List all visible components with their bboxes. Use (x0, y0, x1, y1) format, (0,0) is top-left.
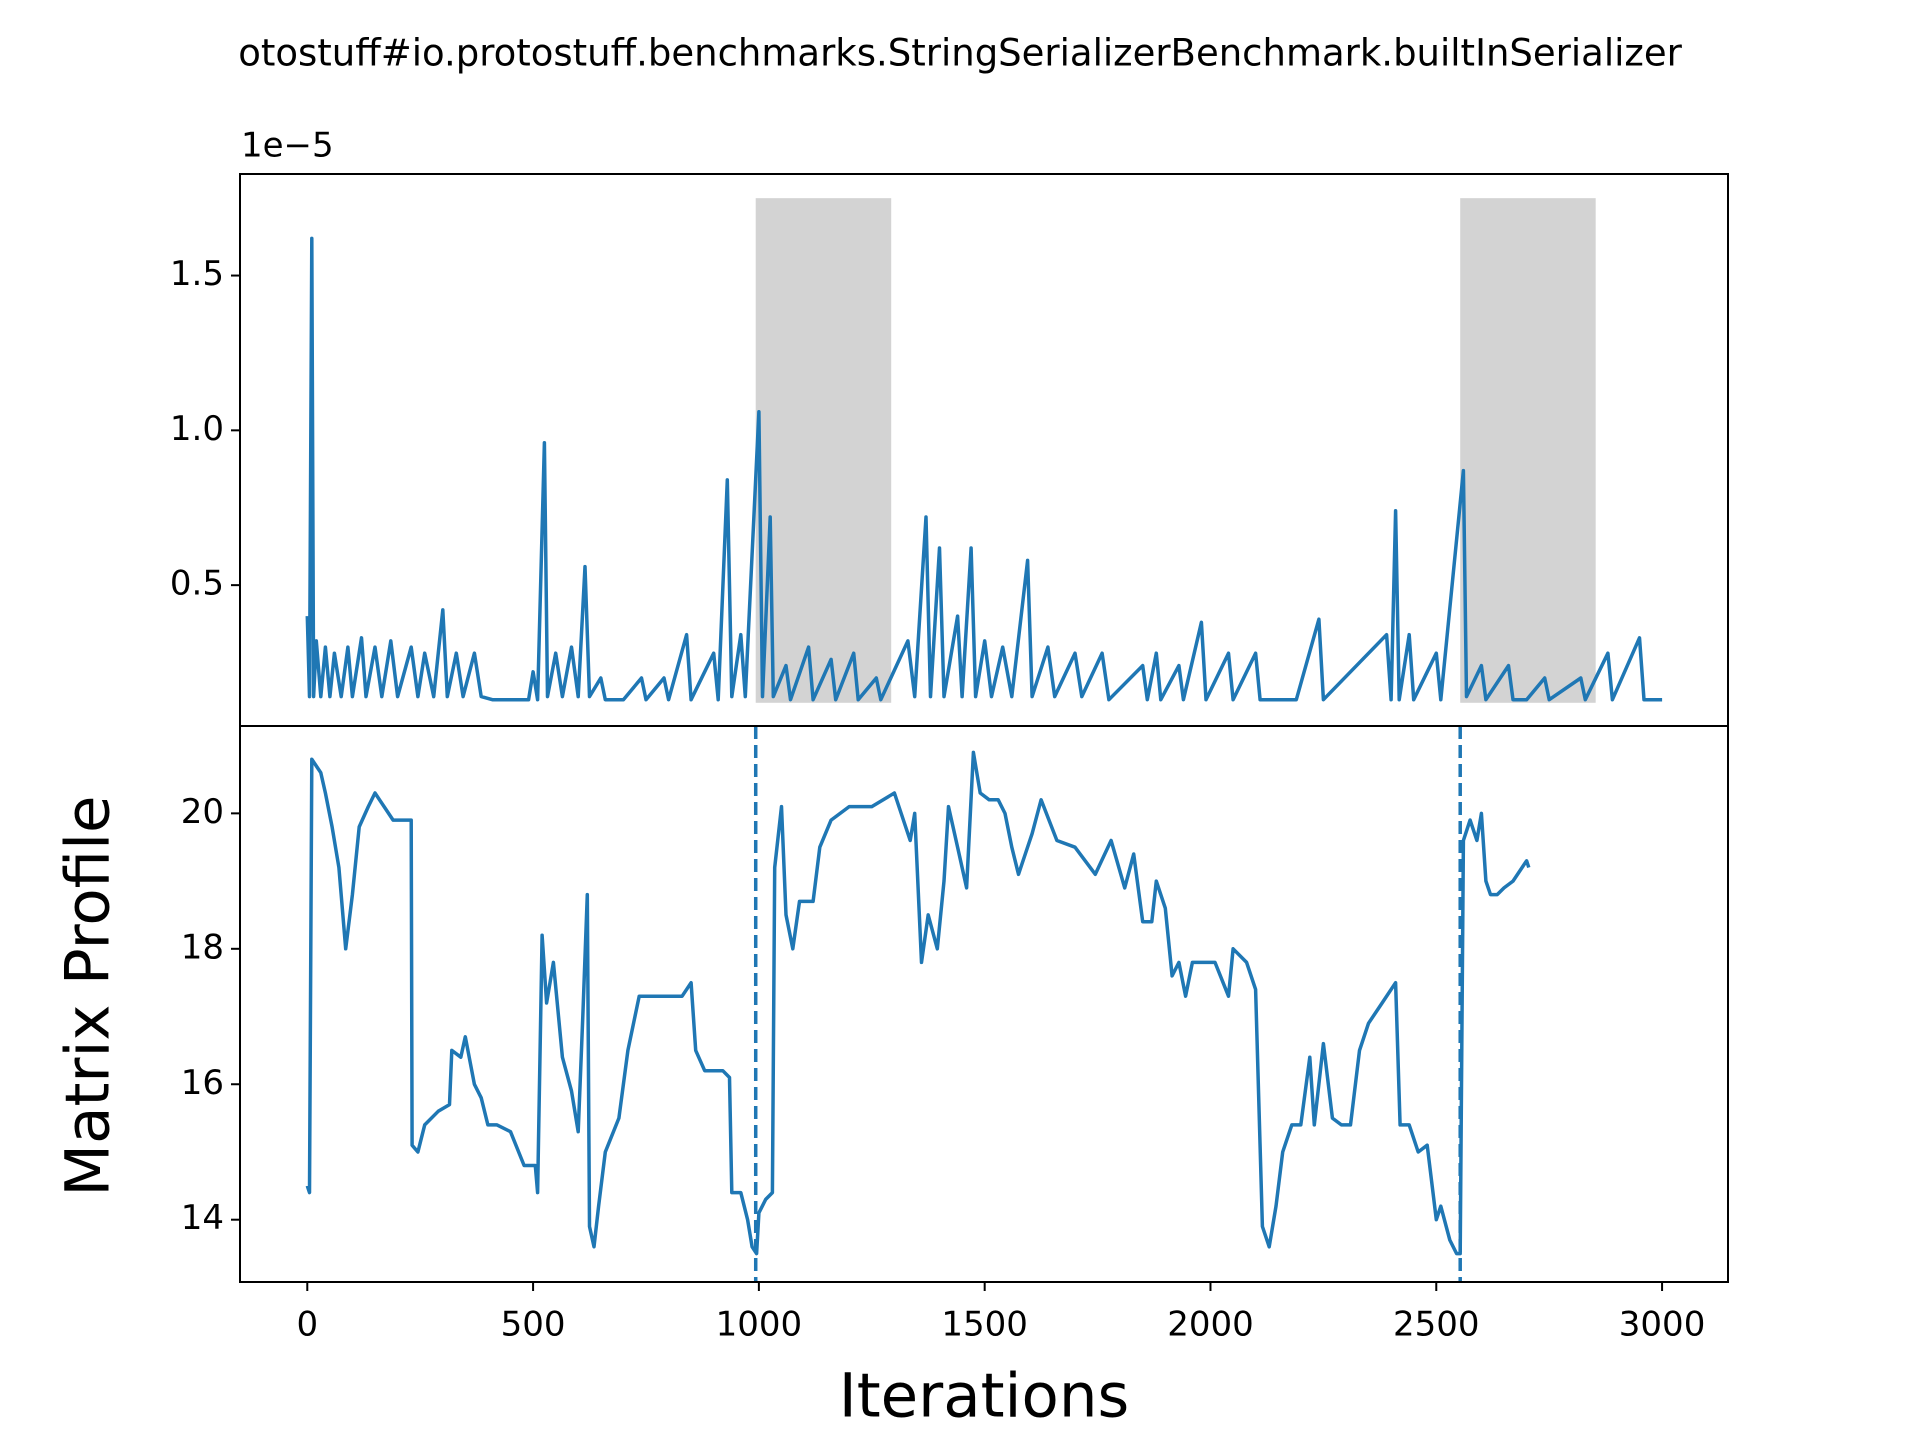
shaded-span (1460, 198, 1596, 703)
x-tick-label: 1500 (941, 1305, 1028, 1345)
plot-area (305, 726, 1531, 1282)
x-tick-label: 0 (296, 1305, 318, 1345)
x-tick-label: 500 (501, 1305, 566, 1345)
y-tick-label: 0.5 (170, 564, 224, 604)
axes-frame (239, 725, 1729, 1283)
chart-title: otostuff#io.protostuff.benchmarks.String… (238, 32, 1682, 75)
data-line (305, 236, 1663, 702)
y-tick-label: 20 (181, 792, 224, 832)
plot-area (305, 198, 1663, 703)
x-axis-label: Iterations (839, 1361, 1130, 1432)
x-tick-label: 2000 (1167, 1305, 1254, 1345)
x-tick-label: 1000 (716, 1305, 803, 1345)
shaded-span (755, 198, 892, 703)
data-line (305, 750, 1531, 1256)
y-tick-label: 16 (181, 1063, 224, 1103)
y-tick-label: 18 (181, 927, 224, 967)
y-tick-label: 1.0 (170, 409, 224, 449)
y-tick-label: 14 (181, 1198, 224, 1238)
y-tick-label: 1.5 (170, 254, 224, 294)
x-tick-label: 2500 (1393, 1305, 1480, 1345)
y-axis-label: Matrix Profile (53, 795, 124, 1196)
x-tick-label: 3000 (1619, 1305, 1706, 1345)
y-offset-label: 1e−5 (241, 126, 334, 166)
